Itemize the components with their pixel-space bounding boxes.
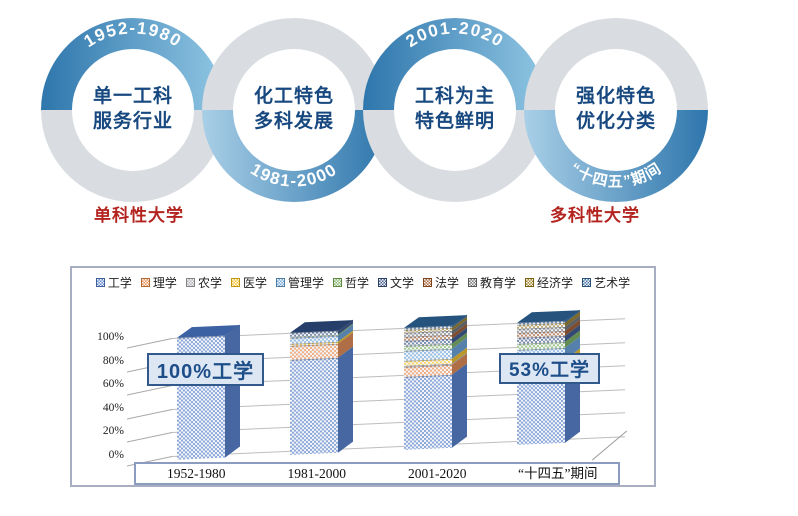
legend-swatch xyxy=(582,278,592,287)
legend-swatch xyxy=(423,278,433,287)
annotation-callout: 100%工学 xyxy=(147,353,264,386)
x-category-label: 1981-2000 xyxy=(287,466,347,481)
legend-swatch xyxy=(95,278,105,287)
label-single-discipline-university: 单科性大学 xyxy=(94,206,184,225)
ring-gray-arc xyxy=(363,110,547,202)
ring-blue-arc xyxy=(524,110,708,202)
legend-label: 法学 xyxy=(435,276,460,290)
bar-1-side xyxy=(225,324,240,458)
y-tick-label: 80% xyxy=(102,354,124,367)
bar-2-front xyxy=(290,330,338,455)
legend-swatch xyxy=(332,278,342,287)
ring-inner-text-2: 化工特色 多科发展 xyxy=(224,84,364,134)
legend-label: 农学 xyxy=(197,276,222,290)
ring-inner-line2: 服务行业 xyxy=(92,111,173,133)
y-tick-label: 60% xyxy=(102,378,124,390)
legend-item: 法学 xyxy=(423,274,459,291)
legend-item: 经济学 xyxy=(525,274,573,291)
era-ring-2: 1981-2000 xyxy=(202,18,386,202)
ring-inner-text-4: 强化特色 优化分类 xyxy=(546,84,686,134)
segment-工学 xyxy=(290,357,338,455)
ring-inner-text-3: 工科为主 特色鲜明 xyxy=(385,84,525,134)
legend-label: 艺术学 xyxy=(594,276,631,290)
ring-inner-text-1: 单一工科 服务行业 xyxy=(63,84,203,134)
era-ring-3: 2001-2020 xyxy=(363,18,547,202)
x-category-label: 1952-1980 xyxy=(167,466,226,481)
legend-label: 工学 xyxy=(107,276,132,290)
legend-item: 理学 xyxy=(140,274,177,291)
label-multi-discipline-university: 多科性大学 xyxy=(550,206,640,225)
legend-item: 教育学 xyxy=(468,274,516,291)
legend-item: 农学 xyxy=(185,274,222,291)
legend-label: 医学 xyxy=(242,276,267,290)
legend-label: 哲学 xyxy=(344,276,369,290)
ring-blue-arc xyxy=(363,18,547,110)
legend-swatch xyxy=(185,278,195,287)
y-tick-label: 0% xyxy=(108,448,124,461)
axis-connector-line xyxy=(126,338,173,349)
legend-swatch xyxy=(378,278,387,287)
legend-swatch xyxy=(230,278,240,287)
legend-item: 医学 xyxy=(230,274,267,291)
segment-工学 xyxy=(404,374,452,450)
chart-legend: 工学 理学 农学 医学 管理学 哲学 文学 法学 教育学 经济学 艺术学 xyxy=(72,274,654,291)
bar-3-front xyxy=(404,325,452,450)
ring-blue-arc xyxy=(41,18,225,110)
y-tick-label: 20% xyxy=(102,425,124,437)
ring-blue-arc xyxy=(202,110,386,202)
legend-label: 管理学 xyxy=(287,276,324,290)
y-tick-label: 100% xyxy=(97,331,124,343)
segment-side-工学 xyxy=(225,324,240,458)
legend-item: 文学 xyxy=(378,274,414,291)
bar-2-side xyxy=(338,319,353,453)
segment-工学 xyxy=(517,378,565,445)
ring-inner-line1: 化工特色 xyxy=(253,86,334,107)
ring-gray-arc xyxy=(524,18,708,110)
ring-gray-arc xyxy=(202,18,386,110)
segment-side-工学 xyxy=(452,363,467,448)
annotation-callout: 53%工学 xyxy=(499,353,600,384)
era-ring-1: 1952-1980 xyxy=(41,18,225,202)
legend-item: 工学 xyxy=(95,274,132,291)
legend-item: 哲学 xyxy=(332,274,369,291)
legend-item: 艺术学 xyxy=(582,274,630,291)
ring-inner-line1: 强化特色 xyxy=(575,86,656,107)
ring-inner-line1: 单一工科 xyxy=(92,86,173,107)
discipline-structure-chart: 工学 理学 农学 医学 管理学 哲学 文学 法学 教育学 经济学 艺术学 0% 20% 40% 60% 80… xyxy=(70,266,656,487)
axis-connector-line xyxy=(126,385,173,396)
ring-inner-line2: 优化分类 xyxy=(575,111,656,133)
x-axis: 1952-1980 1981-2000 2001-2020 “十四五”期间 xyxy=(134,462,620,485)
era-ring-4: “十四五”期间 xyxy=(524,18,708,202)
ring-inner-line2: 多科发展 xyxy=(253,111,334,133)
ring-gray-arc xyxy=(41,110,225,202)
legend-swatch xyxy=(468,278,478,287)
ring-inner-line1: 工科为主 xyxy=(414,86,495,107)
x-category-label: “十四五”期间 xyxy=(518,466,598,481)
axis-connector-line xyxy=(126,408,173,420)
legend-swatch xyxy=(275,278,285,287)
y-tick-label: 40% xyxy=(102,401,124,414)
legend-item: 管理学 xyxy=(275,274,324,291)
bar-3-side xyxy=(452,314,467,448)
ring-inner-line2: 特色鲜明 xyxy=(414,111,495,133)
legend-label: 理学 xyxy=(152,276,177,290)
legend-label: 文学 xyxy=(390,276,415,290)
axis-connector-line xyxy=(126,432,173,443)
legend-swatch xyxy=(140,278,150,287)
legend-swatch xyxy=(525,278,535,287)
segment-side-工学 xyxy=(338,346,353,453)
x-category-label: 2001-2020 xyxy=(408,466,467,481)
legend-label: 教育学 xyxy=(480,276,517,290)
legend-label: 经济学 xyxy=(537,276,574,290)
